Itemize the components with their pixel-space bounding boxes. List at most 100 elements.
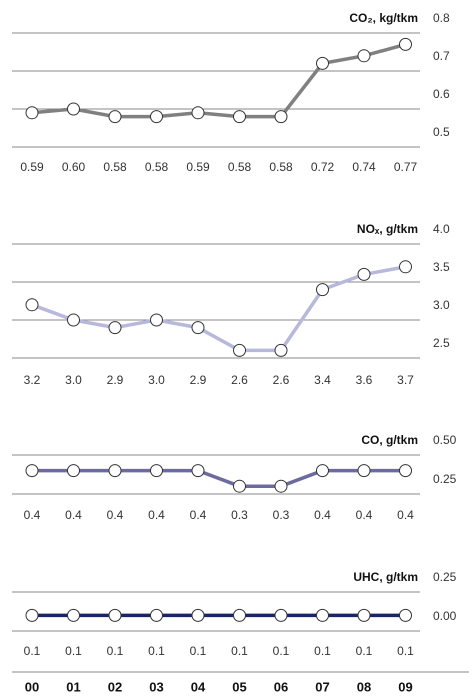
data-point bbox=[357, 267, 371, 281]
data-point bbox=[67, 102, 80, 116]
x-tick-label: 05 bbox=[232, 679, 246, 694]
value-label: 3.0 bbox=[65, 373, 82, 387]
y-tick-label: 0.00 bbox=[433, 609, 457, 623]
value-label: 0.4 bbox=[24, 508, 41, 522]
data-point bbox=[357, 49, 371, 63]
value-label: 3.0 bbox=[148, 373, 165, 387]
y-tick-label: 0.25 bbox=[433, 570, 457, 584]
value-label: 0.4 bbox=[397, 508, 414, 522]
data-point bbox=[274, 479, 288, 493]
data-point bbox=[150, 313, 163, 327]
x-tick-label: 09 bbox=[398, 679, 412, 694]
value-label: 3.4 bbox=[314, 373, 331, 387]
data-point bbox=[108, 321, 122, 335]
data-point bbox=[274, 608, 288, 622]
data-point bbox=[316, 56, 329, 70]
value-label: 3.2 bbox=[24, 373, 41, 387]
data-point bbox=[67, 313, 80, 327]
value-label: 0.1 bbox=[24, 644, 41, 658]
y-tick-label: 0.25 bbox=[433, 472, 457, 486]
value-label: 0.4 bbox=[107, 508, 124, 522]
data-point bbox=[150, 464, 163, 478]
value-label: 0.4 bbox=[314, 508, 331, 522]
data-point bbox=[357, 608, 371, 622]
chart-title: NOₓ, g/tkm bbox=[357, 222, 418, 236]
x-tick-label: 04 bbox=[191, 679, 206, 694]
y-tick-label: 2.5 bbox=[433, 336, 450, 350]
value-label: 0.58 bbox=[103, 160, 127, 174]
x-tick-label: 07 bbox=[315, 679, 329, 694]
value-label: 0.4 bbox=[190, 508, 207, 522]
value-label: 0.1 bbox=[356, 644, 373, 658]
value-label: 0.1 bbox=[273, 644, 290, 658]
value-label: 0.60 bbox=[62, 160, 86, 174]
data-point bbox=[399, 37, 412, 51]
value-label: 0.1 bbox=[107, 644, 124, 658]
data-point bbox=[233, 110, 246, 124]
value-label: 2.6 bbox=[231, 373, 248, 387]
value-label: 0.1 bbox=[148, 644, 165, 658]
x-tick-label: 02 bbox=[108, 679, 122, 694]
value-label: 0.58 bbox=[228, 160, 252, 174]
data-point bbox=[316, 464, 329, 478]
data-point bbox=[25, 608, 39, 622]
data-point bbox=[150, 110, 163, 124]
value-label: 0.4 bbox=[65, 508, 82, 522]
value-label: 0.3 bbox=[273, 508, 290, 522]
data-point bbox=[233, 343, 246, 357]
y-tick-label: 3.0 bbox=[433, 298, 450, 312]
x-tick-label: 00 bbox=[25, 679, 39, 694]
data-point bbox=[399, 608, 412, 622]
data-point bbox=[108, 110, 122, 124]
value-label: 0.59 bbox=[186, 160, 210, 174]
value-label: 0.1 bbox=[314, 644, 331, 658]
y-tick-label: 0.5 bbox=[433, 125, 450, 139]
data-point bbox=[25, 298, 39, 312]
data-point bbox=[357, 464, 371, 478]
series-line bbox=[31, 265, 406, 353]
value-label: 3.7 bbox=[397, 373, 414, 387]
value-label: 0.58 bbox=[269, 160, 293, 174]
data-point bbox=[399, 260, 412, 274]
x-tick-label: 03 bbox=[149, 679, 163, 694]
data-point bbox=[150, 608, 163, 622]
value-label: 2.6 bbox=[273, 373, 290, 387]
y-tick-label: 4.0 bbox=[433, 222, 450, 236]
data-point bbox=[191, 321, 205, 335]
value-label: 0.1 bbox=[65, 644, 82, 658]
value-label: 0.1 bbox=[190, 644, 207, 658]
y-tick-label: 0.6 bbox=[433, 87, 450, 101]
value-label: 0.1 bbox=[397, 644, 414, 658]
series-line bbox=[31, 42, 406, 119]
value-label: 2.9 bbox=[107, 373, 124, 387]
value-label: 0.1 bbox=[231, 644, 248, 658]
x-tick-label: 08 bbox=[357, 679, 371, 694]
value-label: 3.6 bbox=[356, 373, 373, 387]
value-label: 2.9 bbox=[190, 373, 207, 387]
data-point bbox=[316, 608, 329, 622]
series-line bbox=[32, 468, 406, 488]
value-label: 0.72 bbox=[311, 160, 335, 174]
y-tick-label: 0.7 bbox=[433, 49, 450, 63]
data-point bbox=[191, 106, 205, 120]
value-label: 0.77 bbox=[394, 160, 418, 174]
chart-title: CO₂, kg/tkm bbox=[349, 11, 418, 25]
data-point bbox=[233, 608, 246, 622]
x-tick-label: 01 bbox=[66, 679, 80, 694]
data-point bbox=[316, 283, 329, 297]
y-tick-label: 0.8 bbox=[433, 11, 450, 25]
value-label: 0.3 bbox=[231, 508, 248, 522]
data-point bbox=[25, 106, 39, 120]
value-label: 0.4 bbox=[356, 508, 373, 522]
data-point bbox=[191, 464, 205, 478]
value-label: 0.4 bbox=[148, 508, 165, 522]
data-point bbox=[274, 110, 288, 124]
y-tick-label: 3.5 bbox=[433, 260, 450, 274]
data-point bbox=[67, 464, 80, 478]
data-point bbox=[233, 479, 246, 493]
data-point bbox=[25, 464, 39, 478]
value-label: 0.74 bbox=[352, 160, 376, 174]
data-point bbox=[191, 608, 205, 622]
y-tick-label: 0.50 bbox=[433, 433, 457, 447]
